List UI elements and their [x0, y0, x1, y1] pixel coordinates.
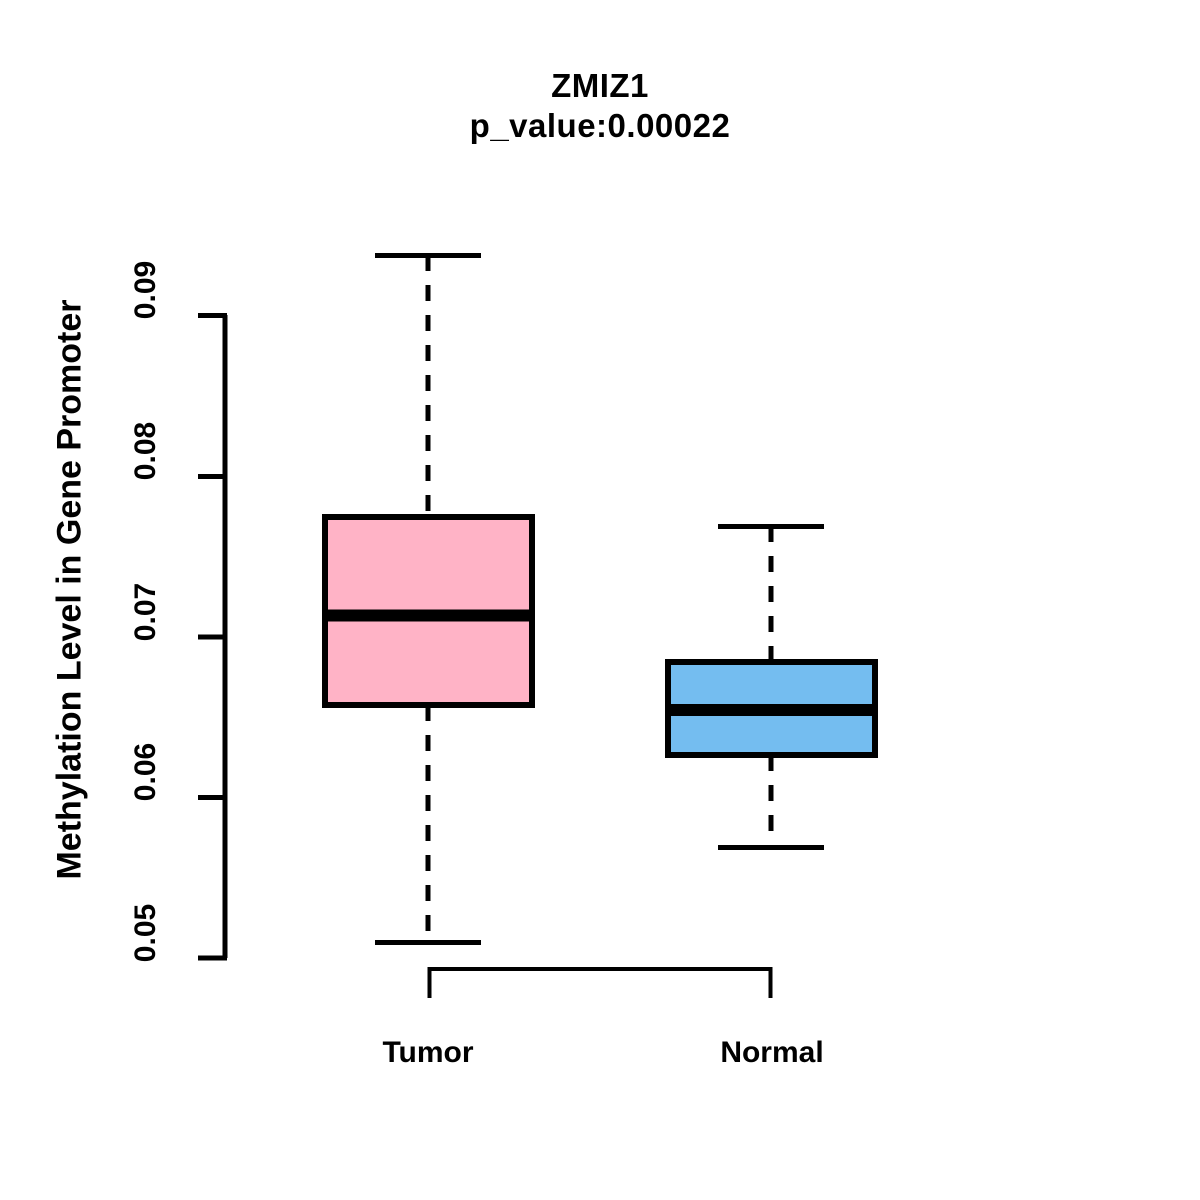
chart-title-block: ZMIZ1 p_value:0.00022	[0, 66, 1200, 147]
x-tick-label-normal: Normal	[720, 1036, 824, 1069]
x-axis	[427, 967, 773, 998]
x-tick-label-tumor: Tumor	[382, 1036, 474, 1069]
y-axis	[198, 313, 228, 961]
page-title: ZMIZ1	[551, 67, 649, 104]
box-group-normal[interactable]	[665, 524, 878, 850]
chart-subtitle-pvalue: p_value:0.00022	[469, 107, 731, 145]
box-group-tumor[interactable]	[322, 253, 535, 945]
